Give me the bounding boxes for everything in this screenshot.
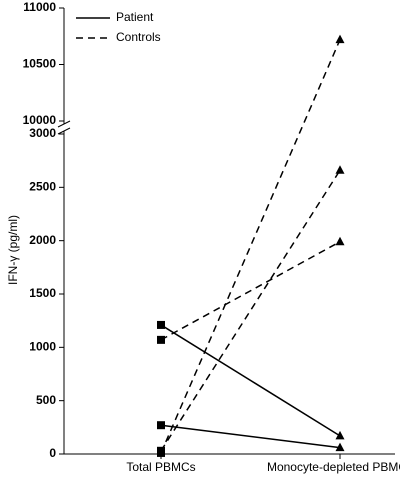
square-marker — [157, 448, 165, 457]
series-line — [160, 324, 341, 437]
square-marker — [157, 320, 165, 329]
axis-break — [57, 120, 71, 128]
y-tick-label: 500 — [36, 393, 56, 407]
triangle-marker — [335, 442, 345, 452]
y-tick-label: 10500 — [23, 57, 57, 71]
x-tick-label: Total PBMCs — [126, 460, 196, 474]
series-line — [160, 169, 341, 452]
y-tick-label: 2500 — [29, 180, 56, 194]
triangle-marker — [335, 34, 345, 44]
y-axis-label: IFN-γ (pg/ml) — [6, 215, 20, 285]
y-tick-label: 0 — [49, 446, 56, 460]
series-line — [160, 241, 341, 341]
triangle-marker — [335, 165, 345, 174]
series-line — [160, 424, 341, 449]
y-tick-label: 1000 — [29, 340, 56, 354]
triangle-marker — [335, 430, 345, 440]
series-line — [160, 39, 341, 454]
y-tick-label: 3000 — [29, 126, 56, 140]
triangle-marker — [335, 236, 345, 246]
legend-label: Controls — [116, 30, 161, 44]
y-tick-label: 2000 — [29, 233, 56, 247]
y-tick-label: 10000 — [23, 113, 57, 127]
y-tick-label: 1500 — [29, 286, 56, 300]
square-marker — [157, 421, 165, 430]
legend-label: Patient — [116, 10, 154, 24]
x-tick-label: Monocyte-depleted PBMCs — [266, 460, 400, 474]
axis-break — [57, 127, 71, 135]
y-tick-label: 11000 — [23, 0, 56, 14]
square-marker — [157, 335, 165, 344]
